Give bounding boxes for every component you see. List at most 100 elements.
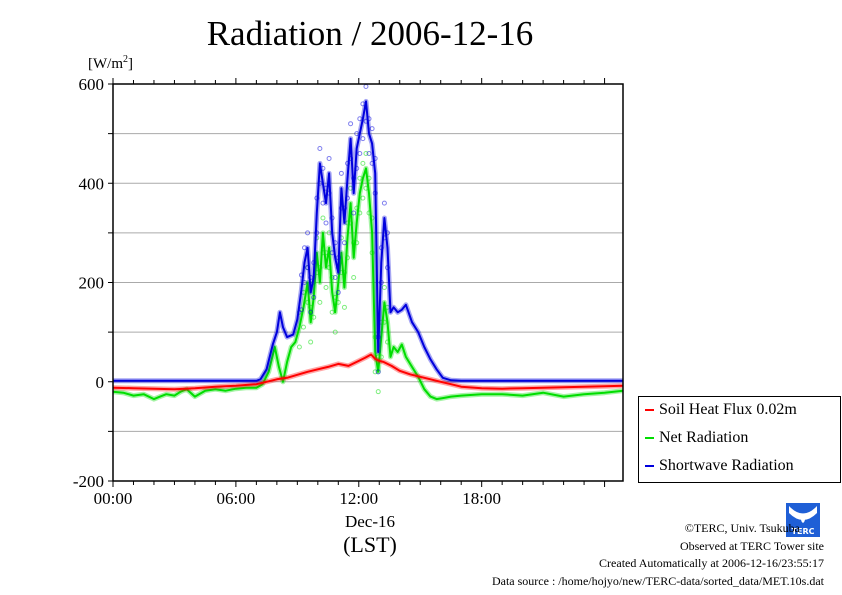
data-point bbox=[323, 185, 329, 191]
data-point bbox=[329, 309, 335, 315]
data-point bbox=[384, 339, 390, 345]
svg-text:TERC: TERC bbox=[792, 527, 815, 536]
data-point bbox=[351, 175, 357, 181]
chart-title: Radiation / 2006-12-16 bbox=[206, 14, 534, 53]
data-point bbox=[326, 265, 332, 271]
data-point bbox=[366, 116, 372, 122]
data-point bbox=[348, 220, 354, 226]
legend-item-shortwave-radiation: Shortwave Radiation bbox=[645, 457, 794, 475]
data-point bbox=[332, 294, 338, 300]
legend-swatch-green bbox=[645, 437, 654, 440]
data-point bbox=[320, 165, 326, 171]
data-point bbox=[375, 354, 381, 360]
data-point bbox=[329, 250, 335, 256]
data-point bbox=[354, 240, 360, 246]
data-point bbox=[378, 354, 384, 360]
data-point bbox=[378, 245, 384, 251]
y-tick-label: -200 bbox=[73, 472, 104, 491]
data-point bbox=[317, 146, 323, 152]
data-point bbox=[308, 275, 314, 281]
data-point bbox=[298, 307, 304, 313]
data-point bbox=[302, 280, 308, 285]
data-point bbox=[335, 289, 341, 295]
data-point bbox=[369, 160, 375, 166]
series-halo bbox=[112, 352, 624, 392]
data-point bbox=[329, 275, 335, 281]
x-tick-label: 18:00 bbox=[462, 489, 501, 508]
data-point bbox=[341, 205, 347, 211]
data-point bbox=[354, 205, 360, 211]
data-source-text: Data source : /home/hojyo/new/TERC-data/… bbox=[491, 573, 824, 588]
data-point bbox=[341, 304, 347, 310]
copyright-text: ©TERC, Univ. Tsukuba bbox=[684, 521, 800, 535]
data-point bbox=[338, 205, 344, 211]
data-point bbox=[308, 304, 314, 310]
legend-swatch-blue bbox=[645, 465, 654, 468]
data-point bbox=[357, 175, 363, 181]
data-point bbox=[326, 155, 332, 161]
data-point bbox=[314, 230, 320, 236]
data-point bbox=[329, 215, 335, 221]
data-point bbox=[378, 280, 384, 285]
data-point bbox=[357, 150, 363, 156]
data-point bbox=[345, 195, 351, 201]
data-point bbox=[366, 210, 372, 216]
data-point bbox=[363, 150, 369, 156]
data-point bbox=[363, 185, 369, 191]
y-axis-unit: [W/m2] bbox=[88, 54, 133, 72]
x-axis-timezone-label: (LST) bbox=[343, 532, 397, 557]
data-point bbox=[305, 230, 311, 236]
axis-ticks bbox=[108, 78, 606, 487]
data-point bbox=[298, 272, 304, 278]
x-axis-date-label: Dec-16 bbox=[344, 512, 396, 531]
legend-item-soil-heat-flux: Soil Heat Flux 0.02m bbox=[645, 401, 797, 419]
data-point bbox=[332, 240, 338, 246]
logo-graphic: TERC bbox=[789, 506, 817, 536]
data-point bbox=[354, 131, 360, 137]
data-point bbox=[375, 389, 381, 395]
data-point bbox=[345, 255, 351, 261]
data-point bbox=[296, 344, 302, 350]
data-point bbox=[323, 220, 329, 226]
data-point bbox=[326, 190, 332, 196]
data-point bbox=[375, 369, 381, 375]
data-point bbox=[360, 195, 366, 201]
data-point bbox=[351, 275, 357, 281]
data-point bbox=[381, 319, 387, 325]
data-point bbox=[323, 250, 329, 256]
data-point bbox=[308, 309, 314, 315]
data-point bbox=[345, 160, 351, 166]
observed-text: Observed at TERC Tower site bbox=[679, 538, 824, 553]
data-point bbox=[384, 265, 390, 271]
series-halo bbox=[112, 165, 624, 402]
data-point bbox=[381, 284, 387, 290]
data-point bbox=[360, 101, 366, 107]
data-point bbox=[332, 329, 338, 335]
data-point bbox=[332, 275, 338, 281]
data-point bbox=[311, 260, 317, 266]
data-point bbox=[360, 136, 366, 142]
y-tick-label: 400 bbox=[79, 174, 105, 193]
credits-block: ©TERC, Univ. Tsukuba Observed at TERC To… bbox=[492, 520, 824, 590]
data-point bbox=[369, 250, 375, 256]
data-point bbox=[317, 180, 323, 186]
data-point bbox=[323, 284, 329, 290]
x-tick-label: 12:00 bbox=[339, 489, 378, 508]
data-point bbox=[354, 165, 360, 171]
x-tick-label: 00:00 bbox=[94, 489, 133, 508]
legend: Soil Heat Flux 0.02m Net Radiation Short… bbox=[638, 396, 841, 483]
data-point bbox=[341, 270, 347, 276]
data-point bbox=[320, 215, 326, 221]
data-point bbox=[369, 215, 375, 221]
data-point bbox=[320, 200, 326, 206]
data-point bbox=[381, 200, 387, 206]
series-halo bbox=[113, 98, 623, 384]
data-point bbox=[338, 270, 344, 276]
data-point bbox=[345, 220, 351, 226]
series-group bbox=[112, 83, 624, 402]
data-point bbox=[363, 83, 369, 89]
y-tick-label: 600 bbox=[79, 75, 105, 94]
legend-item-net-radiation: Net Radiation bbox=[645, 429, 748, 447]
y-tick-label: 200 bbox=[79, 274, 105, 293]
